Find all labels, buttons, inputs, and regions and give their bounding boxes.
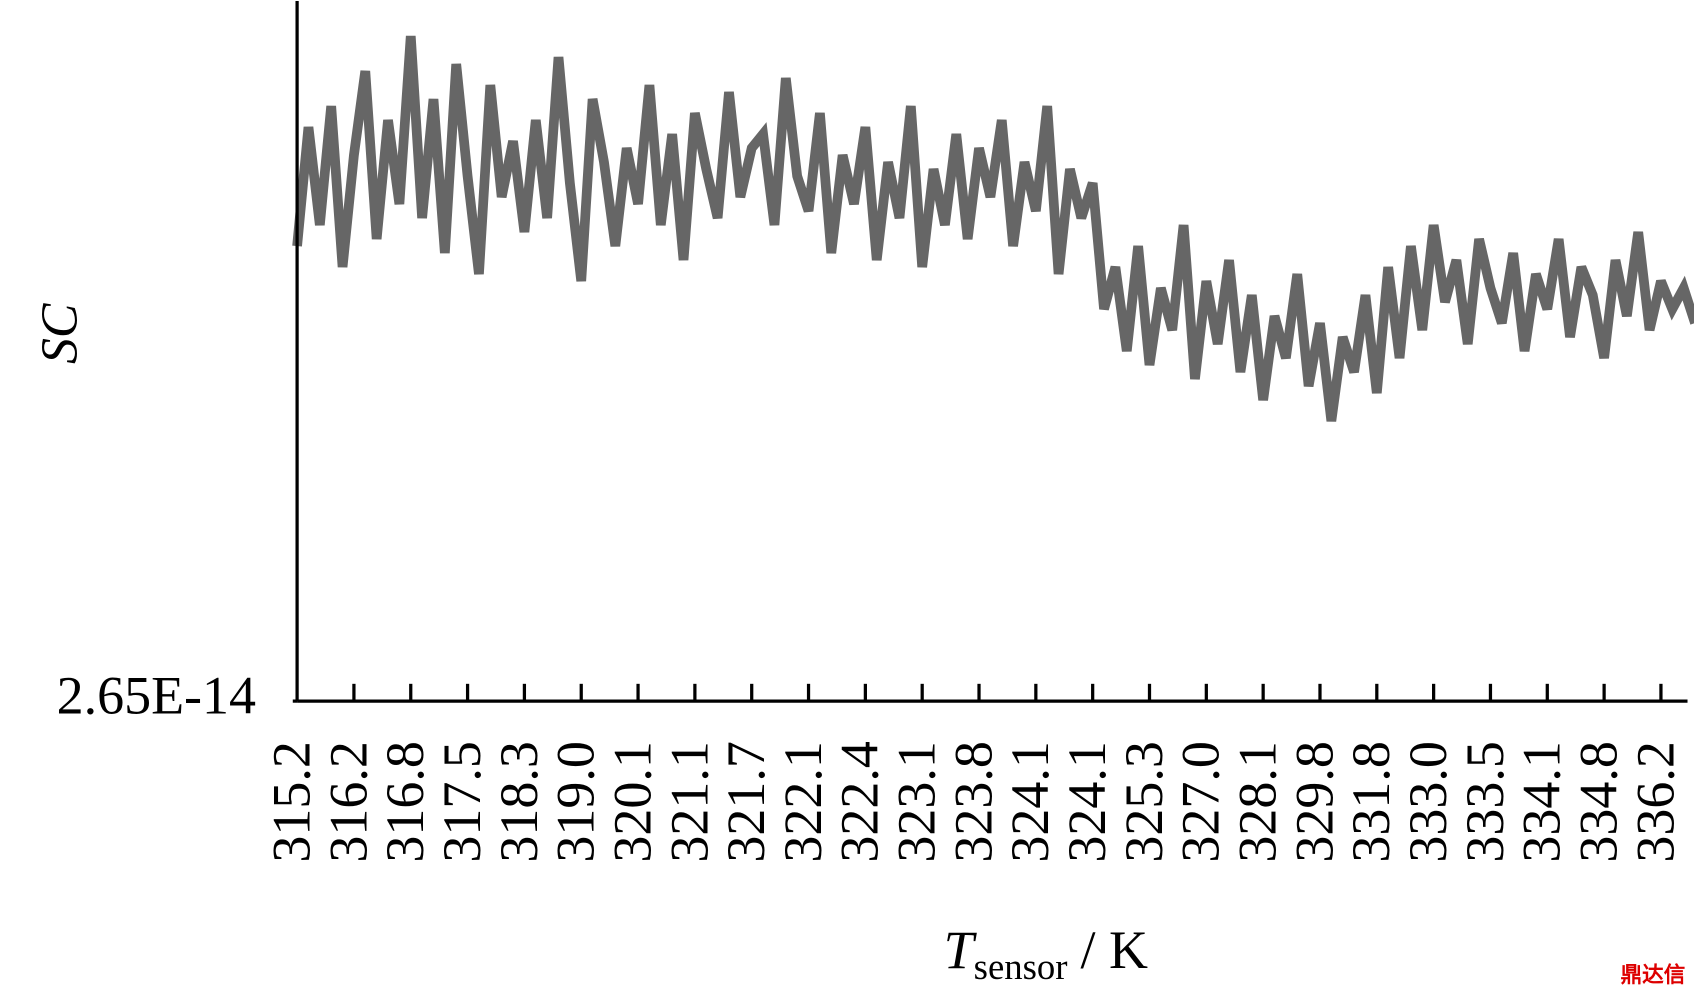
x-axis-subscript: sensor: [974, 946, 1068, 987]
y-tick-label: 2.65E-14: [57, 665, 256, 725]
x-tick-label: 324.1: [1000, 741, 1060, 863]
x-tick-label: 321.1: [659, 741, 719, 863]
x-tick-label: 328.1: [1228, 741, 1288, 862]
x-tick-label: 323.8: [943, 741, 1003, 863]
x-tick-label: 316.8: [375, 741, 435, 862]
x-tick-label: 325.3: [1114, 741, 1174, 862]
x-tick-label: 318.3: [489, 741, 549, 862]
x-tick-label: 327.0: [1171, 741, 1231, 863]
data-line: [292, 35, 1694, 422]
x-tick-label: 331.8: [1341, 741, 1401, 862]
x-tick-label: 316.2: [318, 741, 378, 863]
x-tick-label: 333.0: [1398, 741, 1458, 862]
x-tick-label: 322.4: [830, 741, 890, 863]
x-tick-label: 334.8: [1569, 741, 1629, 862]
x-axis-symbol: T: [944, 920, 978, 980]
x-tick-label: 321.7: [716, 741, 776, 863]
x-tick-label: 336.2: [1625, 741, 1685, 862]
x-tick-label: 315.2: [261, 741, 321, 862]
x-tick-label: 333.5: [1455, 741, 1515, 862]
x-axis-unit: / K: [1080, 920, 1148, 980]
x-tick-label: 317.5: [432, 741, 492, 863]
x-tick-label: 329.8: [1284, 741, 1344, 862]
x-axis-title: Tsensor / K: [944, 920, 1148, 987]
x-tick-label: 324.1: [1057, 741, 1117, 863]
y-axis-title: SC: [32, 302, 89, 364]
x-tick-label: 320.1: [602, 741, 662, 862]
x-tick-label: 319.0: [546, 741, 606, 862]
x-tick-label: 322.1: [773, 741, 833, 863]
watermark: 鼎达信: [1621, 962, 1686, 988]
x-tick-label: 323.1: [887, 741, 947, 863]
x-tick-label: 334.1: [1512, 741, 1572, 862]
